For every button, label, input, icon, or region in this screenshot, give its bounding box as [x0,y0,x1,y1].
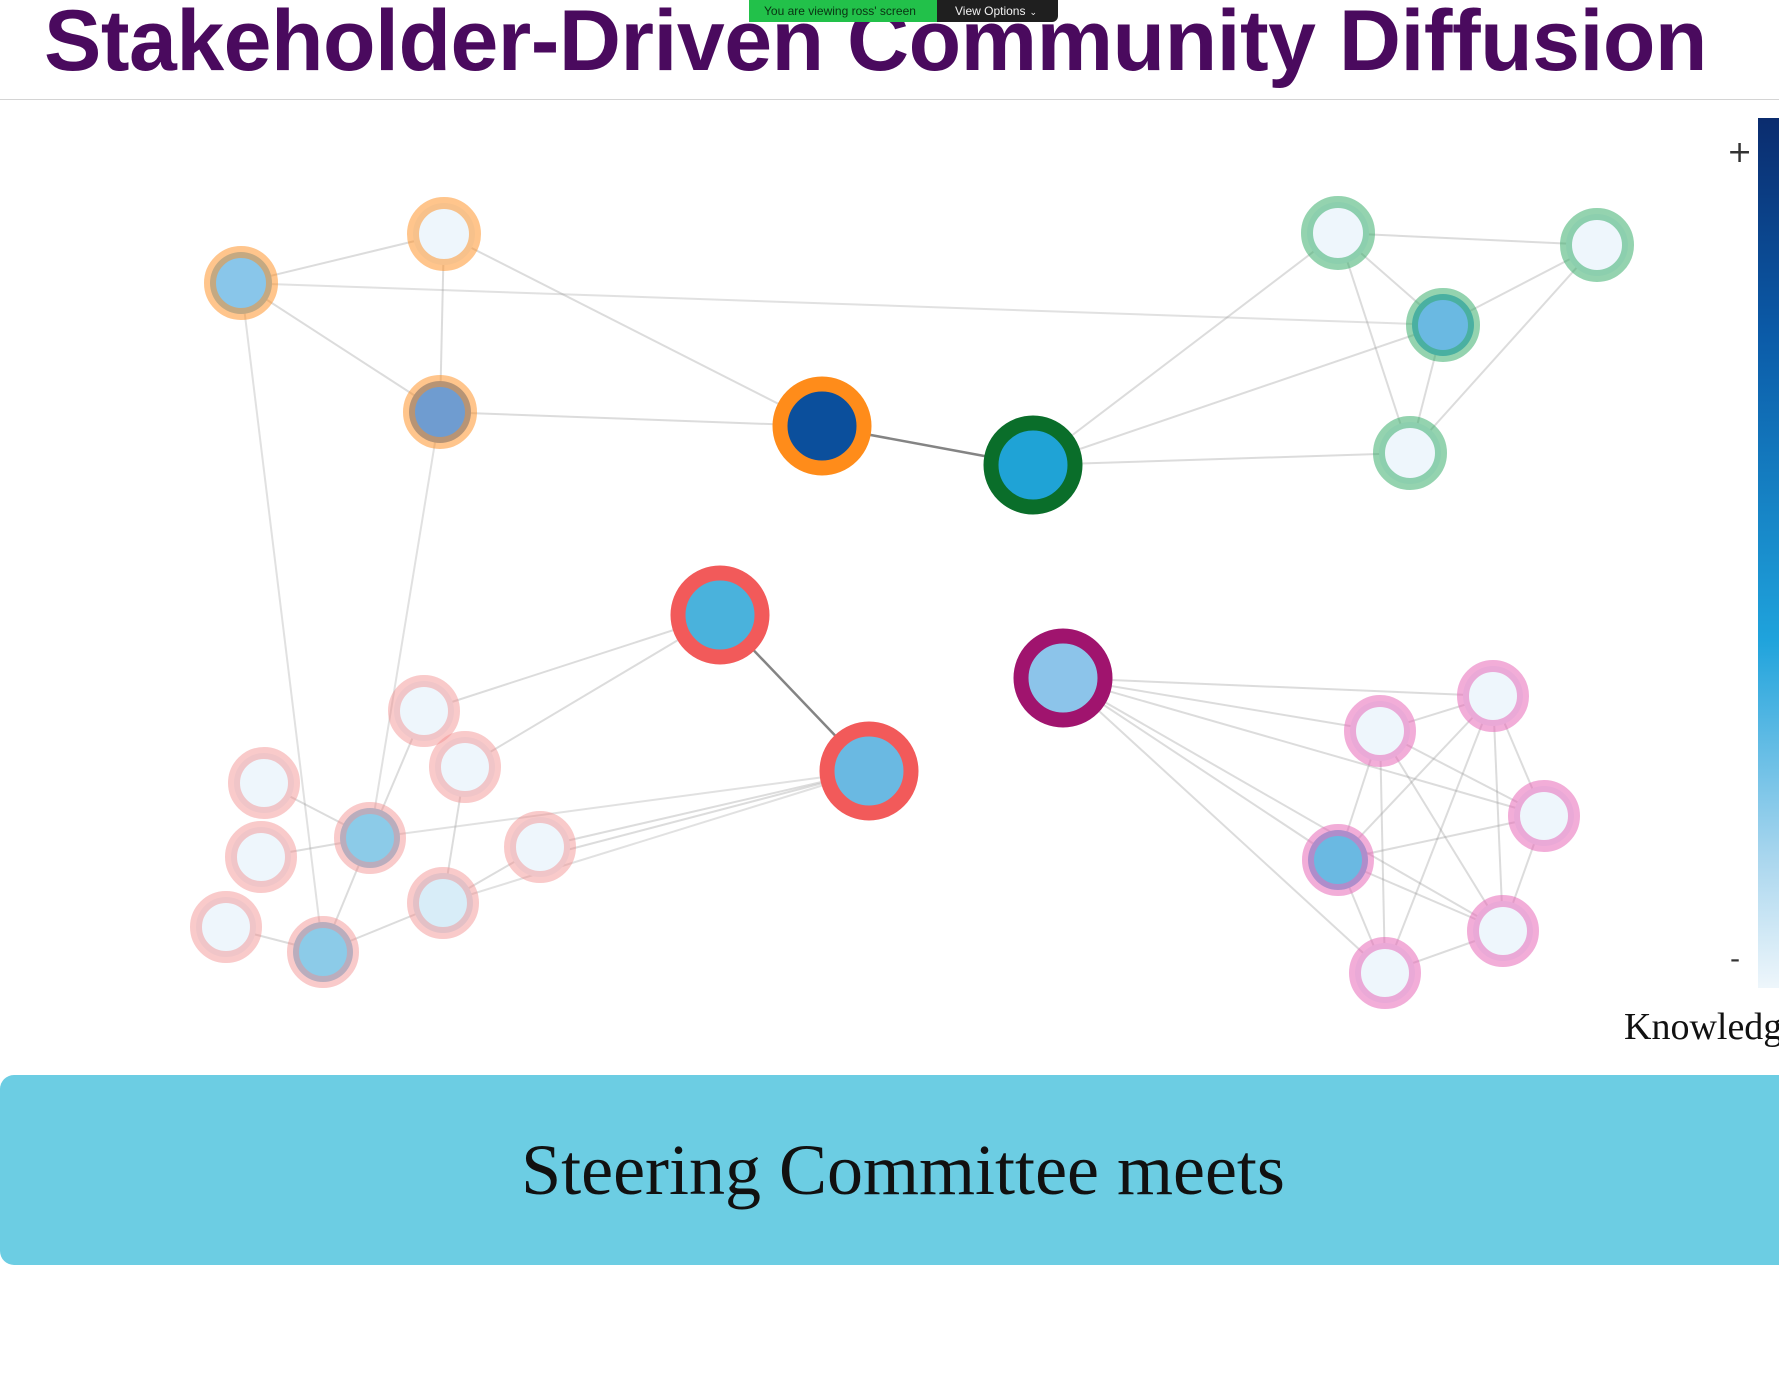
knowledge-scale-bar [1758,118,1779,988]
network-node-magenta [1302,824,1374,896]
network-edge [1062,677,1386,974]
network-node-magenta [1467,895,1539,967]
network-node-coral [225,821,297,893]
network-node-coral [504,811,576,883]
knowledge-low-label: - [1730,942,1741,975]
network-edge [240,282,1444,326]
network-edge [1062,677,1545,817]
network-node-orange [204,246,278,320]
network-edge [369,770,870,839]
network-edge [1032,452,1411,466]
network-edge [1337,232,1411,454]
network-edge [240,282,441,413]
network-node-orange [403,375,477,449]
view-options-label: View Options [955,4,1026,18]
network-edge [1062,677,1381,732]
network-node-coral [190,891,262,963]
network-node-green-leader [983,415,1083,515]
network-node-magenta [1457,660,1529,732]
network-edge [1062,677,1504,932]
network-node-magenta [1349,937,1421,1009]
view-options-button[interactable]: View Options ⌄ [937,0,1058,22]
network-edge [369,411,441,839]
network-node-orange [407,197,481,271]
network-node-coral [388,675,460,747]
network-edge [1379,730,1504,932]
network-node-coral [407,867,479,939]
network-edge [1032,324,1444,466]
network-node-coral [287,916,359,988]
network-edge [442,770,870,904]
caption-text: Steering Committee meets [521,1129,1285,1210]
network-edge [439,411,823,427]
network-edge [423,614,721,712]
knowledge-high-label: + [1727,135,1753,170]
caption-banner: Steering Committee meets [0,1075,1779,1265]
knowledge-legend-title: Knowledge [1624,1006,1779,1048]
network-edge [1032,232,1339,466]
screen-share-bar: You are viewing ross' screen View Option… [749,0,1058,22]
network-node-green [1373,416,1447,490]
network-node-coral [334,802,406,874]
community-network-diagram [190,196,1634,1009]
network-node-magenta [1508,780,1580,852]
chevron-down-icon: ⌄ [1029,7,1038,17]
network-node-green [1301,196,1375,270]
network-node-coral-leader [670,565,770,665]
network-edge [539,770,870,858]
network-edge [1337,232,1598,246]
network-edge [1062,677,1339,861]
network-node-green [1560,208,1634,282]
screen-share-status: You are viewing ross' screen [749,0,937,22]
network-edge [539,770,870,848]
network-edge [1062,677,1494,697]
network-node-magenta [1344,695,1416,767]
network-edge [1409,244,1598,454]
network-node-orange-leader [772,376,872,476]
network-edge [240,282,324,953]
network-edge [1337,695,1494,861]
network-node-coral-leader [819,721,919,821]
network-node-coral [228,747,300,819]
network-node-coral [429,731,501,803]
network-node-green [1406,288,1480,362]
network-edge [443,233,823,427]
network-nodes [190,196,1634,1009]
title-divider [0,99,1779,100]
network-node-magenta-leader [1013,628,1113,728]
network-edge [1492,695,1504,932]
network-edge [1384,695,1494,974]
network-edges [225,232,1598,974]
network-edge [1379,730,1386,974]
